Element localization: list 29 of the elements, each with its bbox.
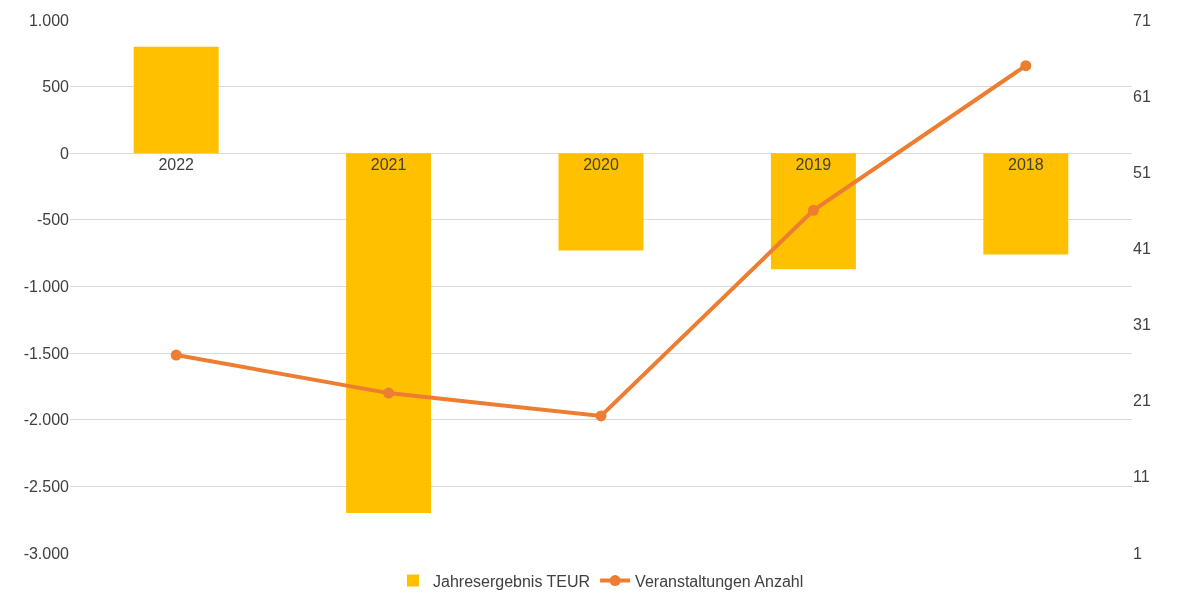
y2-tick-label: 11 bbox=[1133, 468, 1150, 486]
x-tick-label: 2021 bbox=[370, 156, 407, 174]
point bbox=[807, 204, 819, 216]
y-tick-label: -2.000 bbox=[23, 411, 70, 429]
y2-tick-label: 41 bbox=[1133, 240, 1151, 258]
x-tick-label: 2020 bbox=[583, 156, 619, 174]
point bbox=[383, 387, 395, 399]
y-tick-label: -1.000 bbox=[23, 278, 70, 296]
y-tick-label: -1.500 bbox=[23, 344, 70, 362]
x-tick-label: 2018 bbox=[1008, 156, 1044, 174]
y-tick-label: -500 bbox=[36, 211, 70, 229]
y-tick-label: -2.500 bbox=[23, 477, 70, 495]
point bbox=[1020, 60, 1032, 72]
point bbox=[595, 410, 607, 422]
y2-tick-label: 21 bbox=[1133, 392, 1151, 410]
y2-tick-label: 61 bbox=[1133, 87, 1151, 105]
y2-tick-label: 31 bbox=[1133, 316, 1151, 334]
x-tick-label: 2022 bbox=[158, 156, 195, 174]
y2-tick-label: 1 bbox=[1133, 544, 1142, 562]
y-tick-label: 0 bbox=[60, 144, 70, 162]
y-tick-label: -3.000 bbox=[23, 544, 70, 562]
y-tick-label: 1.000 bbox=[28, 11, 70, 29]
y2-tick-label: 51 bbox=[1133, 163, 1151, 181]
legend-label: Veranstaltungen Anzahl bbox=[635, 572, 804, 590]
legend-label: Jahresergebnis TEUR bbox=[433, 572, 591, 590]
point bbox=[170, 349, 182, 361]
x-tick-label: 2019 bbox=[795, 156, 832, 174]
y-tick-label: 500 bbox=[42, 78, 70, 96]
y2-tick-label: 71 bbox=[1133, 11, 1151, 29]
